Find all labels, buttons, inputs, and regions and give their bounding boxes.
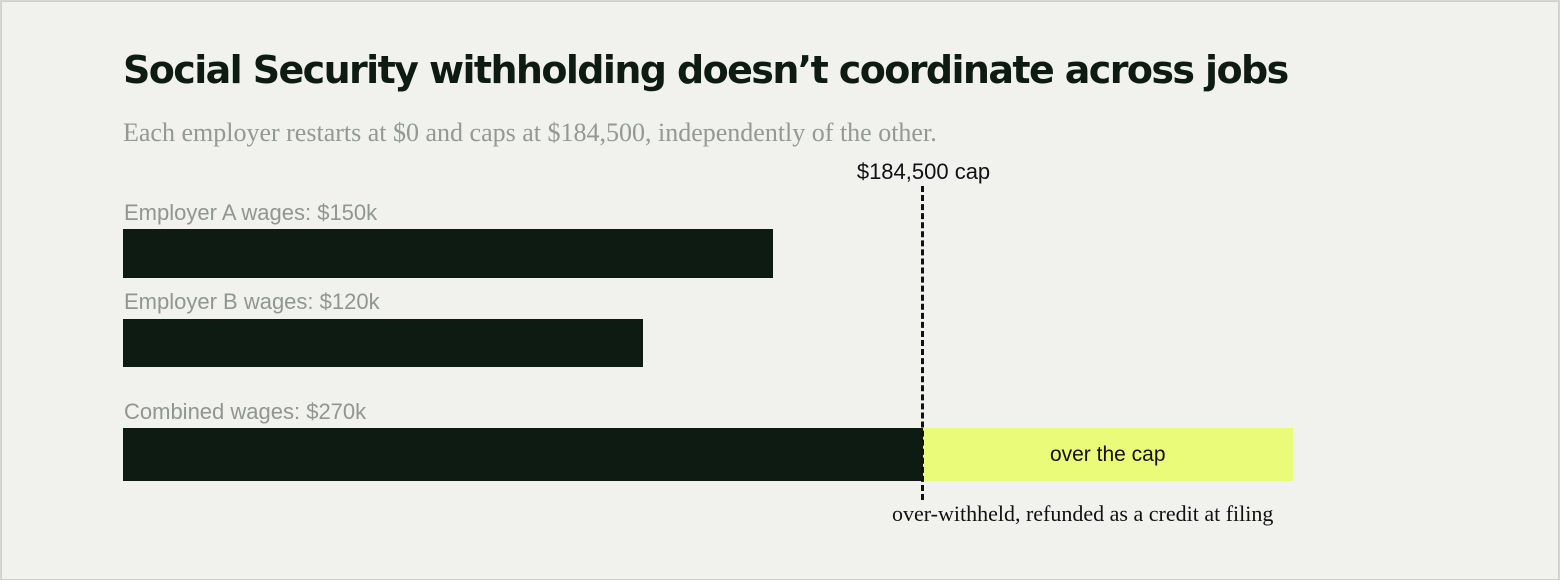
bar-1 [123, 229, 773, 278]
cap-label: $184,500 cap [856, 159, 991, 184]
bar-label-3: Combined wages: $270k [124, 399, 367, 424]
over-withheld-annotation: over-withheld, refunded as a credit at f… [892, 501, 1274, 526]
bar-label-2: Employer B wages: $120k [124, 289, 380, 314]
cap-line [921, 186, 924, 500]
chart-title: Social Security withholding doesn’t coor… [123, 48, 1289, 92]
chart-subtitle: Each employer restarts at $0 and caps at… [123, 118, 937, 147]
over-cap-label: over the cap [1049, 442, 1166, 466]
bar-2 [123, 319, 643, 367]
over-cap-segment: over the cap [922, 428, 1293, 481]
bar-3 [123, 428, 923, 481]
bar-label-1: Employer A wages: $150k [124, 200, 378, 225]
